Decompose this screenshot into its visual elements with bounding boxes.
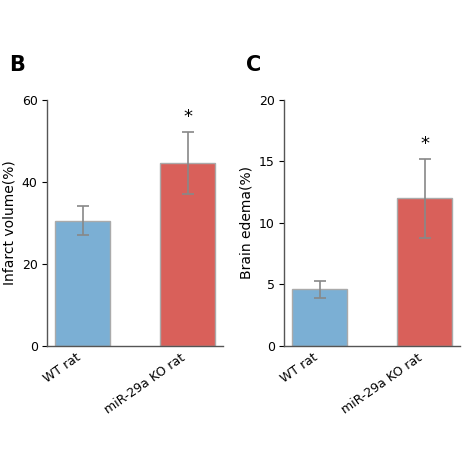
- Text: *: *: [183, 108, 192, 126]
- Text: C: C: [246, 55, 261, 75]
- Bar: [160, 163, 215, 346]
- Text: B: B: [9, 55, 25, 75]
- Y-axis label: Brain edema(%): Brain edema(%): [239, 166, 253, 279]
- Bar: [55, 221, 110, 346]
- Bar: [292, 289, 347, 346]
- Y-axis label: Infarct volume(%): Infarct volume(%): [2, 160, 16, 285]
- Bar: [397, 198, 452, 346]
- Text: *: *: [420, 135, 429, 153]
